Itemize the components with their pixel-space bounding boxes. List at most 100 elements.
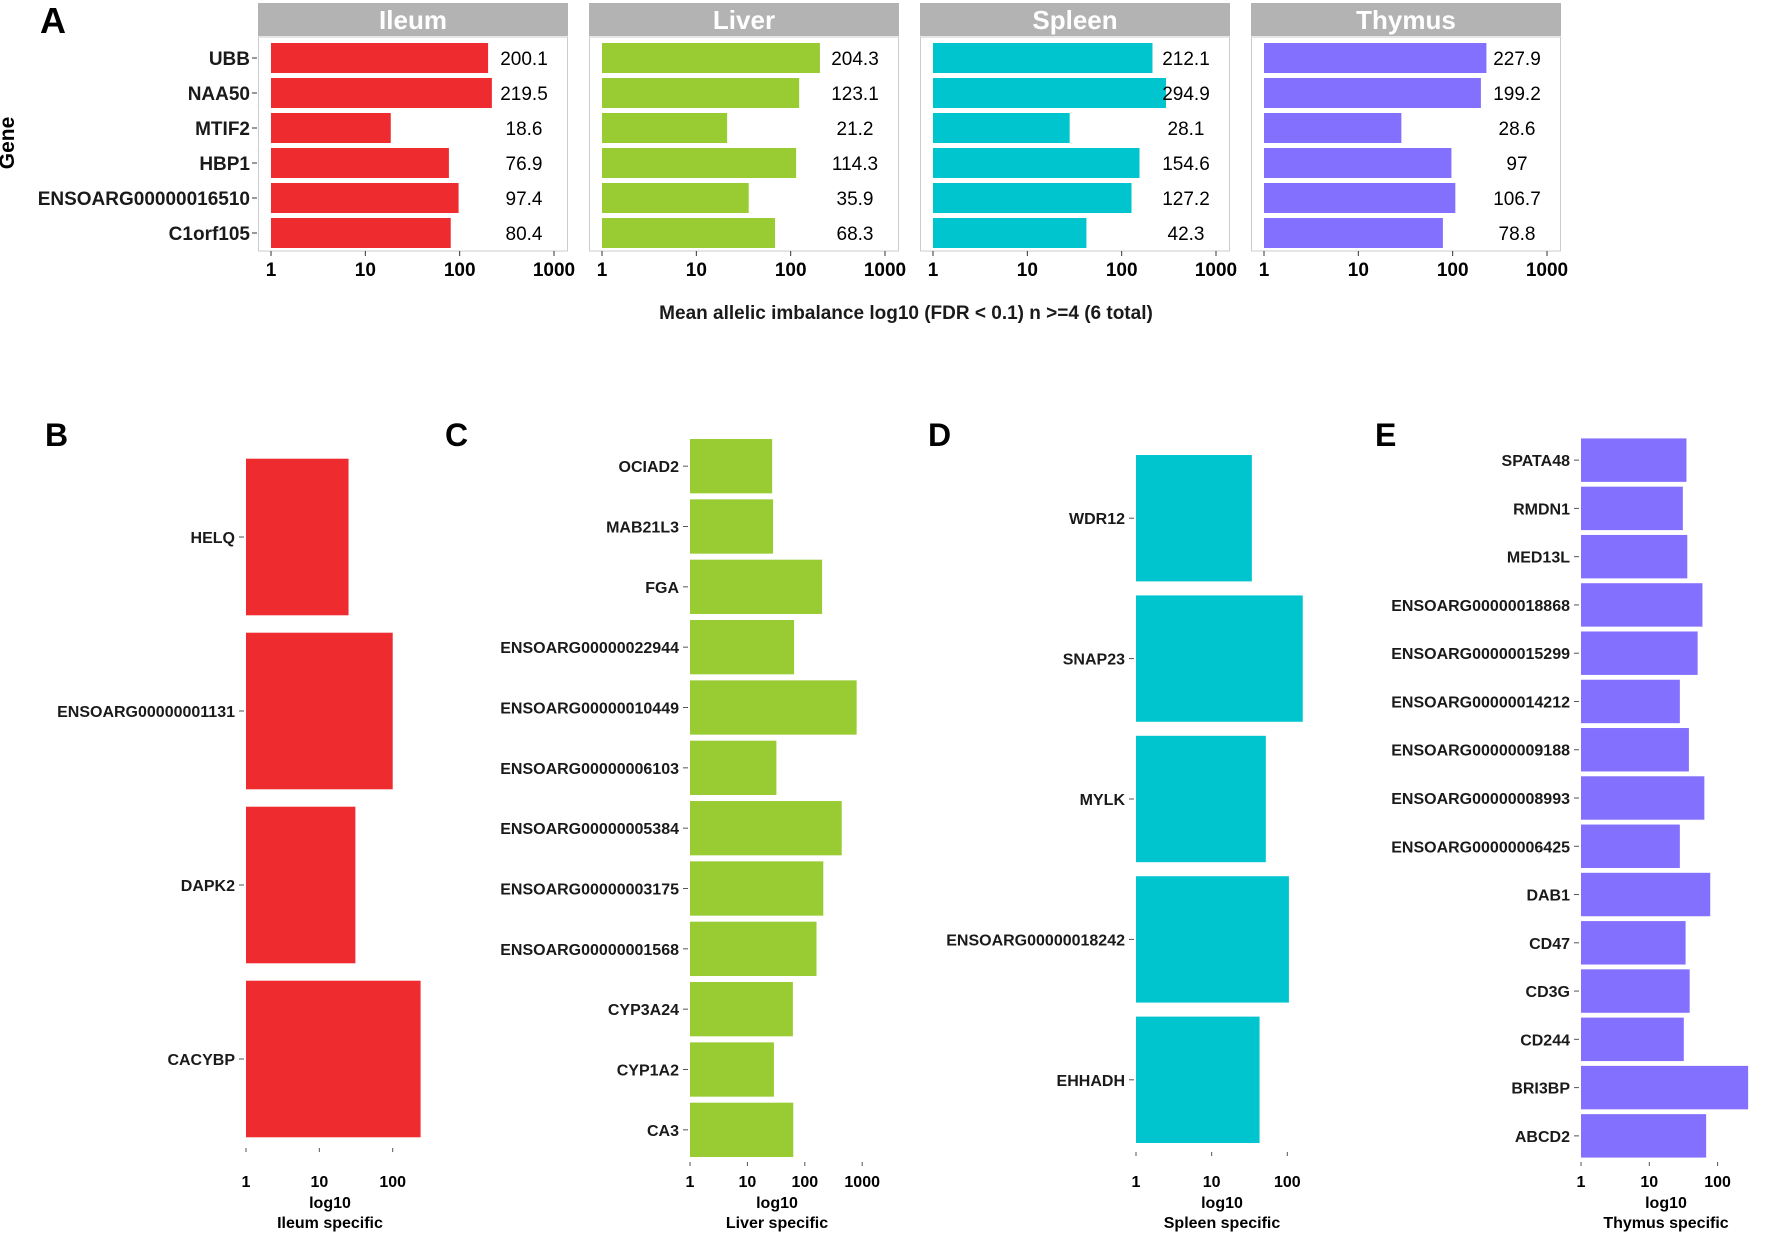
gene-label: RMDN1 bbox=[1513, 501, 1570, 518]
gene-label: CYP3A24 bbox=[608, 1002, 679, 1019]
facet-frame bbox=[589, 36, 899, 252]
facet-strip bbox=[258, 3, 568, 36]
gene-label: ENSOARG00000014212 bbox=[1391, 694, 1570, 711]
x-tick-label: 1 bbox=[242, 1174, 251, 1191]
bar bbox=[1136, 455, 1252, 582]
x-tick-label: 1 bbox=[1132, 1174, 1141, 1191]
bar bbox=[271, 78, 492, 108]
bar bbox=[602, 148, 797, 178]
bar-value-label: 35.9 bbox=[837, 189, 874, 210]
x-axis-label-tissue: Ileum specific bbox=[277, 1215, 383, 1232]
bar bbox=[271, 113, 391, 143]
gene-label: HBP1 bbox=[199, 154, 250, 175]
gene-label: CYP1A2 bbox=[617, 1063, 679, 1080]
gene-label: ENSOARG00000009188 bbox=[1391, 743, 1570, 760]
bar-value-label: 154.6 bbox=[1162, 154, 1210, 175]
gene-label: CD47 bbox=[1529, 936, 1570, 953]
panel-a: A Gene UBB NAA50 MTIF2 HBP1 ENSOARG00000016510… bbox=[0, 0, 1568, 324]
bar bbox=[1581, 872, 1711, 917]
bar-value-label: 21.2 bbox=[837, 119, 874, 140]
gene-label: UBB bbox=[209, 49, 250, 70]
bar bbox=[1264, 218, 1443, 248]
x-axis-label-log10: log10 bbox=[1201, 1195, 1243, 1212]
bar bbox=[690, 680, 857, 735]
bar-value-label: 219.5 bbox=[500, 84, 548, 105]
bar bbox=[246, 806, 356, 964]
x-axis-label-tissue: Thymus specific bbox=[1603, 1215, 1728, 1232]
bar bbox=[246, 980, 421, 1138]
x-tick-label: 1000 bbox=[864, 260, 906, 281]
bar bbox=[1581, 1114, 1707, 1158]
bar bbox=[690, 740, 777, 795]
x-tick-label: 1 bbox=[1259, 260, 1270, 281]
bar-value-label: 97.4 bbox=[506, 189, 543, 210]
gene-label: ABCD2 bbox=[1515, 1129, 1570, 1146]
bar bbox=[690, 921, 817, 976]
bar bbox=[1581, 534, 1688, 579]
bar bbox=[933, 78, 1166, 108]
bar bbox=[602, 43, 820, 73]
bar bbox=[1581, 824, 1680, 868]
bar bbox=[1136, 595, 1303, 722]
bar-value-label: 28.6 bbox=[1499, 119, 1536, 140]
bar bbox=[1581, 1065, 1749, 1110]
panel-letter: B bbox=[45, 417, 68, 453]
bar bbox=[1264, 78, 1481, 108]
x-axis-label-tissue: Liver specific bbox=[726, 1215, 828, 1232]
gene-label: CACYBP bbox=[167, 1052, 235, 1069]
x-tick-label: 10 bbox=[355, 260, 376, 281]
gene-label: ENSOARG00000006425 bbox=[1391, 839, 1570, 856]
bar bbox=[1264, 183, 1456, 213]
x-tick-label: 100 bbox=[1437, 260, 1469, 281]
bar-value-label: 28.1 bbox=[1168, 119, 1205, 140]
facet-title: Spleen bbox=[1032, 5, 1117, 35]
x-tick-label: 1 bbox=[597, 260, 608, 281]
bar-value-label: 127.2 bbox=[1162, 189, 1210, 210]
x-tick-label: 100 bbox=[1704, 1174, 1731, 1191]
bar bbox=[1136, 735, 1266, 863]
bar bbox=[1264, 113, 1402, 143]
bar bbox=[271, 183, 459, 213]
panel-letter: D bbox=[928, 417, 951, 453]
bar-value-label: 204.3 bbox=[831, 49, 879, 70]
bar bbox=[1136, 1016, 1260, 1143]
bar-value-label: 106.7 bbox=[1493, 189, 1541, 210]
gene-label: BRI3BP bbox=[1511, 1081, 1570, 1098]
x-tick-label: 1000 bbox=[1526, 260, 1568, 281]
bar-value-label: 227.9 bbox=[1493, 49, 1541, 70]
gene-label: MYLK bbox=[1080, 792, 1126, 809]
panel-d: D WDR12 SNAP23 MYLK ENSOARG00000018242 EHHADH… bbox=[928, 417, 1303, 1232]
bar bbox=[602, 218, 776, 248]
x-axis-label-tissue: Spleen specific bbox=[1164, 1215, 1281, 1232]
bar bbox=[690, 801, 842, 856]
bar bbox=[1581, 1017, 1684, 1062]
bar bbox=[690, 1102, 794, 1157]
gene-label: ENSOARG00000018242 bbox=[946, 932, 1125, 949]
gene-label: MAB21L3 bbox=[606, 520, 679, 537]
x-tick-label: 100 bbox=[379, 1174, 406, 1191]
gene-label: HELQ bbox=[191, 530, 235, 547]
gene-label: OCIAD2 bbox=[619, 459, 680, 476]
x-tick-label: 1 bbox=[928, 260, 939, 281]
bar bbox=[602, 183, 749, 213]
panel-e: E SPATA48 RMDN1 MED13L ENSOARG00000018868 ENS… bbox=[1375, 417, 1749, 1232]
x-tick-label: 1 bbox=[1577, 1174, 1586, 1191]
x-axis-title: Mean allelic imbalance log10 (FDR < 0.1)… bbox=[659, 303, 1153, 324]
bar bbox=[690, 861, 824, 916]
facet-title: Liver bbox=[713, 5, 775, 35]
gene-label: CD244 bbox=[1520, 1032, 1570, 1049]
gene-label: ENSOARG00000018868 bbox=[1391, 598, 1570, 615]
panel-b: B HELQ ENSOARG00000001131 DAPK2 CACYBP 1 10 100… bbox=[45, 417, 421, 1232]
x-tick-label: 100 bbox=[444, 260, 476, 281]
panel-letter-a: A bbox=[40, 0, 66, 41]
bar-value-label: 78.8 bbox=[1499, 224, 1536, 245]
x-tick-label: 100 bbox=[1274, 1174, 1301, 1191]
x-tick-label: 10 bbox=[1640, 1174, 1658, 1191]
x-tick-label: 1 bbox=[266, 260, 277, 281]
y-axis-title: Gene bbox=[0, 117, 19, 170]
facet-frame bbox=[258, 36, 568, 252]
bar-value-label: 80.4 bbox=[506, 224, 543, 245]
facet-title: Ileum bbox=[379, 5, 447, 35]
x-tick-label: 1000 bbox=[844, 1174, 880, 1191]
facet-strip bbox=[920, 3, 1230, 36]
